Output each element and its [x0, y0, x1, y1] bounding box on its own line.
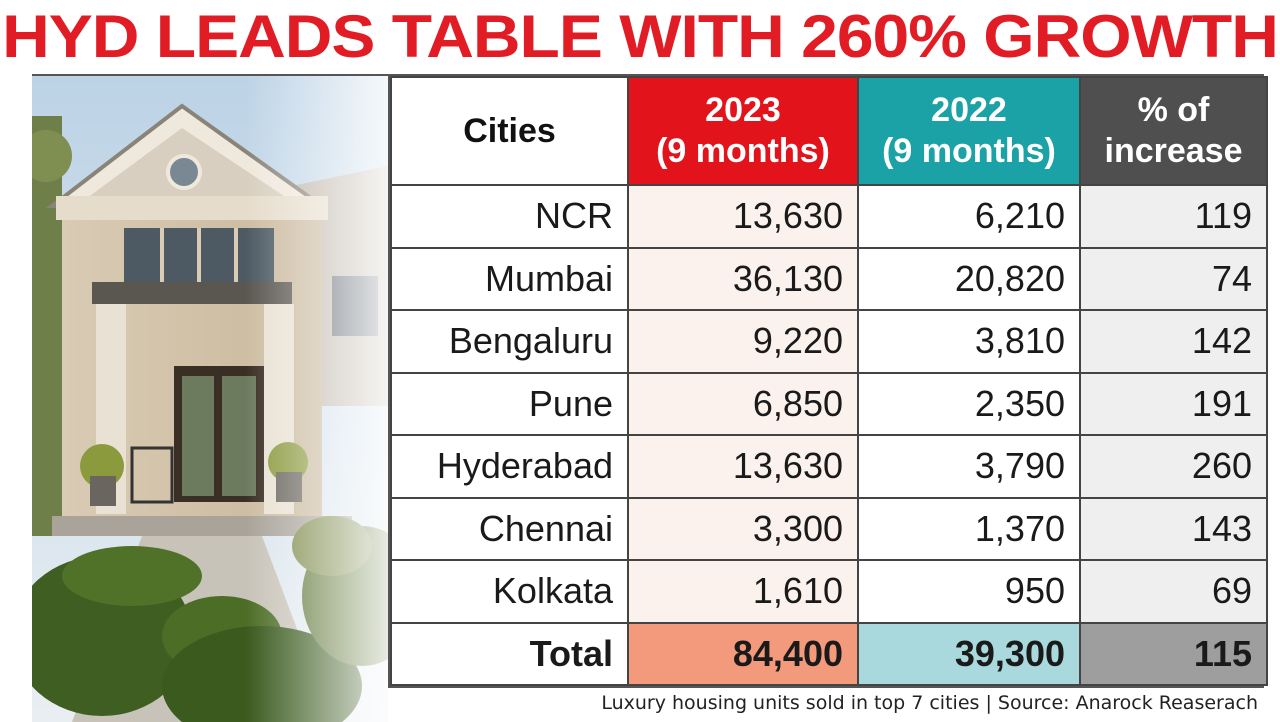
table-header-row: Cities 2023 (9 months) 2022 (9 months) %… — [390, 76, 1268, 186]
luxury-house-photo — [32, 74, 388, 722]
city-cell: Bengaluru — [390, 309, 629, 374]
value-2022-cell: 950 — [857, 559, 1081, 624]
header-increase-line2: increase — [1104, 132, 1243, 170]
value-2022-cell: 3,790 — [857, 434, 1081, 499]
city-cell: Pune — [390, 371, 629, 436]
value-2023-cell: 6,850 — [627, 371, 859, 436]
value-2022-cell: 20,820 — [857, 246, 1081, 311]
table-row: Pune 6,850 2,350 191 — [390, 371, 1268, 436]
increase-cell: 74 — [1079, 246, 1268, 311]
source-caption: Luxury housing units sold in top 7 citie… — [601, 692, 1258, 714]
table-row: Kolkata 1,610 950 69 — [390, 559, 1268, 624]
total-row: Total 84,400 39,300 115 — [390, 621, 1268, 686]
value-2022-cell: 3,810 — [857, 309, 1081, 374]
header-2023-period: (9 months) — [656, 132, 830, 170]
city-cell: Kolkata — [390, 559, 629, 624]
value-2023-cell: 13,630 — [627, 434, 859, 499]
value-2023-cell: 9,220 — [627, 309, 859, 374]
header-cities: Cities — [390, 76, 629, 186]
increase-cell: 142 — [1079, 309, 1268, 374]
headline: HYD LEADS TABLE WITH 260% GROWTH — [2, 1, 1279, 71]
header-2022: 2022 (9 months) — [857, 76, 1081, 186]
table-row: Chennai 3,300 1,370 143 — [390, 496, 1268, 561]
city-cell: NCR — [390, 184, 629, 249]
city-cell: Mumbai — [390, 246, 629, 311]
header-2022-period: (9 months) — [882, 132, 1056, 170]
total-2022-cell: 39,300 — [857, 621, 1081, 686]
header-2023: 2023 (9 months) — [627, 76, 859, 186]
city-cell: Chennai — [390, 496, 629, 561]
value-2023-cell: 3,300 — [627, 496, 859, 561]
header-2022-year: 2022 — [931, 91, 1007, 130]
value-2022-cell: 6,210 — [857, 184, 1081, 249]
value-2022-cell: 2,350 — [857, 371, 1081, 436]
table-row: Hyderabad 13,630 3,790 260 — [390, 434, 1268, 499]
total-2023-cell: 84,400 — [627, 621, 859, 686]
total-increase-cell: 115 — [1079, 621, 1268, 686]
header-2023-year: 2023 — [705, 91, 781, 130]
increase-cell: 191 — [1079, 371, 1268, 436]
housing-sales-table: Cities 2023 (9 months) 2022 (9 months) %… — [388, 74, 1268, 688]
value-2022-cell: 1,370 — [857, 496, 1081, 561]
table-row: Bengaluru 9,220 3,810 142 — [390, 309, 1268, 374]
value-2023-cell: 13,630 — [627, 184, 859, 249]
value-2023-cell: 36,130 — [627, 246, 859, 311]
header-increase-line1: % of — [1137, 91, 1210, 130]
header-increase: % of increase — [1079, 76, 1268, 186]
table-row: NCR 13,630 6,210 119 — [390, 184, 1268, 249]
table-row: Mumbai 36,130 20,820 74 — [390, 246, 1268, 311]
city-cell: Hyderabad — [390, 434, 629, 499]
value-2023-cell: 1,610 — [627, 559, 859, 624]
increase-cell: 119 — [1079, 184, 1268, 249]
total-label-cell: Total — [390, 621, 629, 686]
increase-cell: 69 — [1079, 559, 1268, 624]
increase-cell: 143 — [1079, 496, 1268, 561]
increase-cell: 260 — [1079, 434, 1268, 499]
